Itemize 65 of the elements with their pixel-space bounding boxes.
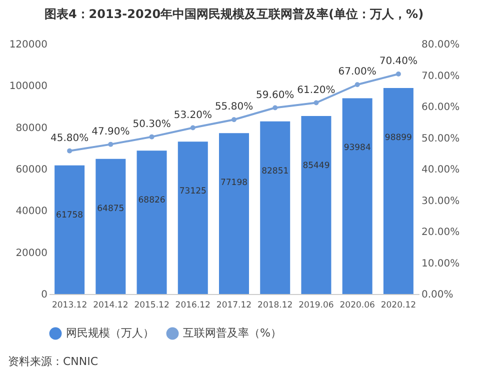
data-label: 55.80%: [214, 102, 254, 113]
data-label: 67.00%: [338, 66, 376, 78]
y-tick-label: 120000: [9, 40, 48, 50]
data-label: 61758: [56, 210, 84, 220]
y2-tick-label: 30.00%: [422, 196, 460, 207]
bar: [383, 88, 414, 294]
x-tick-label: 2013.12: [52, 300, 88, 310]
data-label: 93984: [344, 143, 371, 154]
bar: [301, 116, 332, 294]
chart-title: 图表4：2013-2020年中国网民规模及互联网普及率(单位：万人，%): [44, 7, 424, 21]
point: [190, 125, 196, 130]
point: [314, 100, 319, 106]
data-label: 53.20%: [174, 110, 212, 121]
data-label: 77198: [220, 178, 248, 188]
data-label: 64875: [97, 204, 124, 214]
x-tick-label: 2019.06: [298, 300, 334, 310]
data-label: 70.40%: [379, 56, 418, 67]
x-tick-label: 2015.12: [134, 300, 170, 310]
y-tick-label: 80000: [16, 122, 48, 134]
bar: [96, 158, 126, 294]
y-tick-label: 40000: [16, 206, 48, 218]
y-tick-label: 60000: [16, 164, 48, 176]
bar: [136, 150, 167, 294]
data-label: 82851: [262, 166, 289, 176]
data-label: 50.30%: [132, 118, 171, 130]
data-label: 45.80%: [50, 132, 89, 144]
bar: [260, 121, 290, 294]
text: 资料来源：CNNIC: [8, 354, 98, 369]
data-label: 73125: [179, 186, 206, 197]
y2-tick-label: 10.00%: [422, 258, 460, 270]
y-tick-label: 20000: [16, 248, 48, 259]
x-tick-label: 2014.12: [93, 300, 128, 310]
x-tick-label: 2016.12: [175, 300, 210, 310]
y-tick-label: 0: [41, 290, 48, 300]
y2-tick-label: 70.00%: [422, 70, 460, 82]
data-label: 61.20%: [297, 84, 336, 96]
bar: [54, 165, 85, 294]
data-label: 59.60%: [256, 90, 294, 101]
bar: [219, 133, 249, 294]
bar: [178, 142, 208, 294]
point: [108, 142, 114, 147]
point: [232, 117, 236, 122]
y2-tick-label: 60.00%: [422, 102, 460, 113]
legend-label: 互联网普及率（%）: [183, 326, 282, 340]
y2-tick-label: 50.00%: [422, 133, 460, 144]
point: [67, 148, 72, 154]
bar: [342, 98, 372, 294]
data-label: 98899: [384, 132, 412, 143]
legend-label: 网民规模（万人）: [66, 326, 154, 340]
y2-tick-label: 80.00%: [422, 40, 460, 50]
x-tick-label: 2017.12: [216, 300, 252, 310]
x-tick-label: 2020.06: [340, 300, 375, 310]
point: [354, 82, 360, 88]
x-tick-label: 2020.12: [380, 300, 416, 310]
data-label: 68826: [138, 196, 166, 206]
y2-tick-label: 20.00%: [422, 227, 460, 238]
point: [396, 72, 401, 76]
y2-tick-label: 0.00%: [422, 290, 454, 300]
data-label: 85449: [302, 160, 330, 171]
y-tick-label: 100000: [9, 81, 48, 92]
point: [149, 134, 154, 140]
point: [272, 105, 278, 110]
data-label: 47.90%: [92, 126, 130, 138]
y2-tick-label: 40.00%: [422, 164, 460, 176]
x-tick-label: 2018.12: [258, 300, 293, 310]
